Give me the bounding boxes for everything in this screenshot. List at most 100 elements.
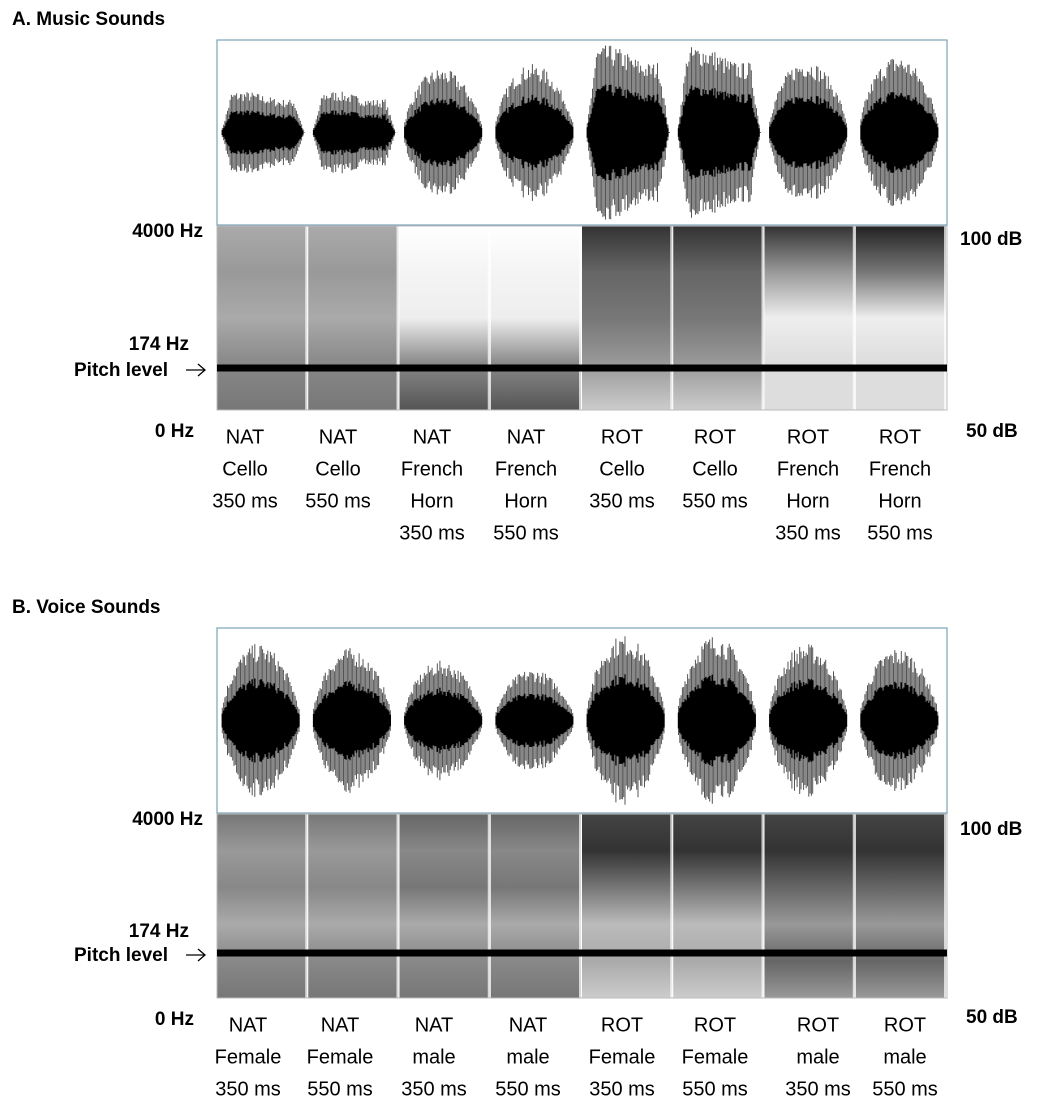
stimulus-label: French — [777, 458, 839, 480]
stimulus-label: 350 ms — [775, 522, 841, 544]
spectrogram-gap — [579, 226, 582, 410]
waveform-inner — [221, 678, 300, 763]
waveform — [221, 644, 300, 797]
stimulus-label: Cello — [315, 458, 361, 480]
waveform — [586, 636, 665, 805]
waveform-inner — [769, 96, 848, 169]
spectrogram-gap — [761, 226, 765, 410]
stimulus-label: Horn — [504, 490, 547, 512]
waveform — [312, 91, 397, 174]
waveform-inner — [586, 674, 665, 767]
stimulus-label: Female — [589, 1046, 656, 1068]
freq-bottom-label: 0 Hz — [155, 1009, 194, 1030]
stimulus-label: 350 ms — [785, 1078, 851, 1100]
stimulus-label: ROT — [797, 1014, 839, 1036]
pitch-level-label: Pitch level — [74, 360, 168, 381]
waveform-inner — [677, 85, 762, 180]
stimulus-label: ROT — [601, 1014, 643, 1036]
freq-bottom-label: 0 Hz — [155, 421, 194, 442]
spectrogram — [764, 814, 855, 998]
stimulus-label: ROT — [601, 426, 643, 448]
spectrogram-gap — [670, 226, 674, 410]
waveform-inner — [495, 94, 574, 171]
pitch-level-label: Pitch level — [74, 945, 168, 966]
spectrogram — [308, 226, 399, 410]
spectrogram — [308, 814, 399, 998]
stimulus-label: 350 ms — [589, 1078, 655, 1100]
spectrogram — [764, 226, 855, 410]
spectrogram-gap — [396, 226, 400, 410]
panel-title: B. Voice Sounds — [12, 597, 161, 618]
spectrogram-gap — [305, 226, 309, 410]
stimulus-label: ROT — [694, 426, 736, 448]
stimulus-label: ROT — [879, 426, 921, 448]
stimulus-label: NAT — [319, 426, 358, 448]
freq-pitch-label: 174 Hz — [129, 334, 189, 355]
waveform — [860, 59, 939, 206]
spectrogram — [399, 814, 490, 998]
stimulus-label: 550 ms — [493, 522, 559, 544]
waveform-inner — [677, 674, 756, 767]
stimulus-label: NAT — [321, 1014, 360, 1036]
spectrogram — [399, 226, 490, 410]
spectrogram-gap — [579, 814, 582, 998]
arrow-head — [197, 363, 206, 377]
stimulus-label: NAT — [226, 426, 265, 448]
waveform — [495, 671, 574, 770]
db-bottom-label: 50 dB — [966, 1007, 1018, 1028]
stimulus-label: Female — [682, 1046, 749, 1068]
stimulus-label: 550 ms — [682, 490, 748, 512]
waveform — [312, 648, 391, 793]
stimulus-label: ROT — [884, 1014, 926, 1036]
stimulus-label: male — [883, 1046, 926, 1068]
stimulus-label: Horn — [878, 490, 921, 512]
stimulus-label: ROT — [787, 426, 829, 448]
spectrogram — [582, 814, 673, 998]
stimulus-label: 550 ms — [867, 522, 933, 544]
stimulus-label: 350 ms — [401, 1078, 467, 1100]
stimulus-label: 350 ms — [212, 490, 278, 512]
spectrogram-frame — [216, 813, 948, 999]
stimulus-label: French — [495, 458, 557, 480]
stimulus-label: NAT — [413, 426, 452, 448]
spectrogram-gap — [396, 814, 400, 998]
stimulus-label: Female — [215, 1046, 282, 1068]
stimulus-label: male — [412, 1046, 455, 1068]
spectrogram — [490, 814, 581, 998]
waveform — [586, 45, 670, 220]
spectrogram — [673, 814, 764, 998]
waveform — [769, 644, 848, 797]
waveform-inner — [221, 110, 305, 155]
waveform — [404, 70, 483, 195]
stimulus-label: French — [401, 458, 463, 480]
spectrogram-gap — [944, 226, 947, 410]
db-top-label: 100 dB — [960, 819, 1022, 840]
stimulus-label: NAT — [509, 1014, 548, 1036]
db-bottom-label: 50 dB — [966, 421, 1018, 442]
waveform — [769, 66, 848, 199]
spectrogram — [855, 814, 946, 998]
freq-pitch-label: 174 Hz — [129, 921, 189, 942]
spectrogram-gap — [761, 814, 765, 998]
stimulus-label: Cello — [599, 458, 645, 480]
spectrogram-gap — [305, 814, 309, 998]
stimulus-label: NAT — [415, 1014, 454, 1036]
waveform — [860, 650, 939, 791]
spectrogram — [217, 226, 308, 410]
spectrogram — [673, 226, 764, 410]
spectrogram-gap — [670, 814, 674, 998]
waveform — [221, 92, 305, 173]
waveform — [677, 637, 756, 804]
stimulus-label: NAT — [229, 1014, 268, 1036]
stimulus-label: 350 ms — [399, 522, 465, 544]
arrow-head — [197, 948, 206, 962]
spectrogram-gap — [944, 814, 947, 998]
spectrogram-gap — [852, 226, 856, 410]
stimulus-label: NAT — [507, 426, 546, 448]
waveform-inner — [312, 680, 391, 761]
waveform-inner — [860, 681, 939, 760]
stimulus-label: male — [796, 1046, 839, 1068]
stimulus-label: Horn — [410, 490, 453, 512]
waveform-inner — [404, 687, 483, 754]
